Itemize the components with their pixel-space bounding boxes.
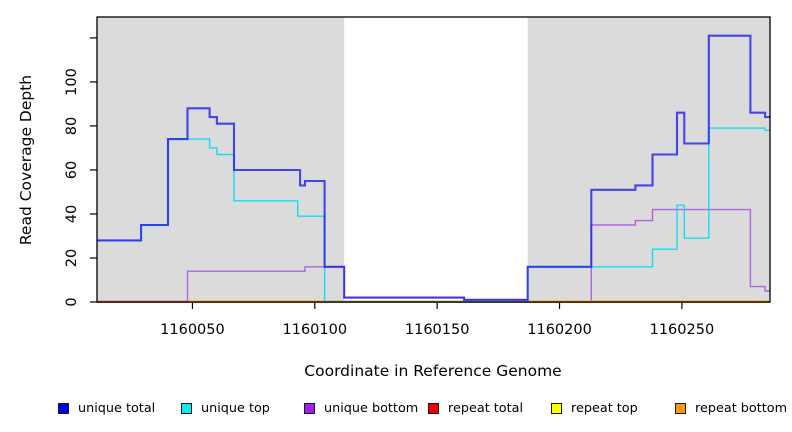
legend-swatch-unique-bottom	[304, 402, 315, 414]
legend-swatch-unique-total	[58, 402, 69, 414]
legend-label: repeat total	[448, 400, 524, 416]
shaded-region	[527, 17, 770, 302]
series-line-unique-total	[97, 34, 770, 301]
x-tick-label: 1160200	[527, 322, 592, 338]
shaded-region	[97, 17, 345, 302]
legend-swatch-repeat-total	[428, 402, 439, 414]
legend-item-unique-bottom: unique bottom	[304, 398, 418, 418]
y-tick-label: 60	[64, 160, 80, 180]
x-axis-title: Coordinate in Reference Genome	[304, 362, 562, 380]
y-tick-label: 0	[64, 297, 80, 307]
legend-label: repeat bottom	[695, 400, 788, 416]
plot-border	[96, 16, 771, 303]
legend-item-repeat-top: repeat top	[551, 398, 638, 418]
legend-item-repeat-total: repeat total	[428, 398, 523, 418]
legend-swatch-unique-top	[181, 402, 192, 414]
legend-swatch-repeat-bottom	[675, 402, 686, 414]
legend-item-unique-top: unique top	[181, 398, 270, 418]
legend-item-repeat-bottom: repeat bottom	[675, 398, 787, 418]
x-tick-label: 1160100	[282, 322, 348, 338]
legend-label: unique bottom	[324, 400, 419, 416]
legend-item-unique-total: unique total	[58, 398, 155, 418]
y-tick-label: 40	[64, 204, 80, 224]
y-tick-label: 80	[64, 116, 80, 136]
legend: unique total unique top unique bottom repea…	[0, 398, 792, 422]
x-tick-label: 1160150	[404, 322, 470, 338]
legend-label: unique top	[201, 400, 270, 416]
legend-swatch-repeat-top	[551, 402, 562, 414]
x-tick-label: 1160250	[649, 322, 715, 338]
y-tick-label: 20	[64, 248, 80, 268]
x-tick-label: 1160050	[160, 322, 225, 338]
y-axis-title: Read Coverage Depth	[17, 74, 35, 246]
legend-label: repeat top	[571, 400, 638, 416]
legend-label: unique total	[78, 400, 156, 416]
y-tick-label: 100	[64, 68, 80, 96]
